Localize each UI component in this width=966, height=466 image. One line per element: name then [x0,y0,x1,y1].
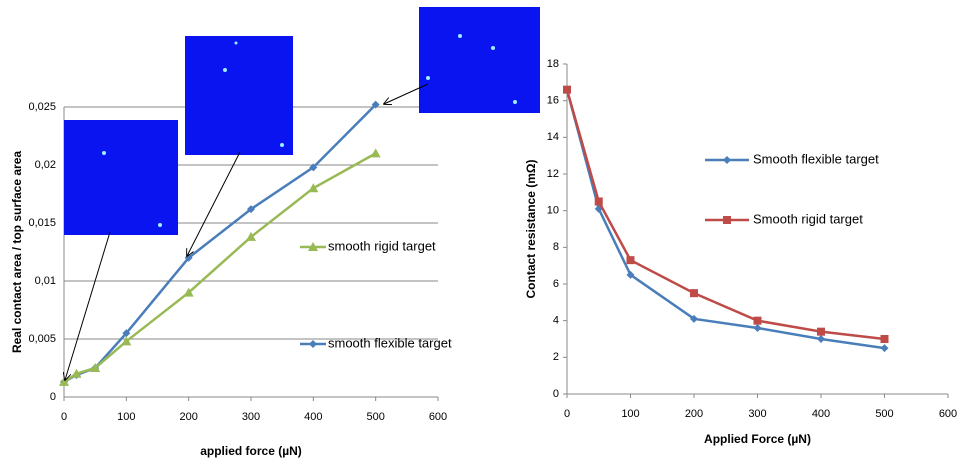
spot [458,34,462,38]
marker [723,156,731,164]
spot [280,143,284,147]
x-tick-label: 500 [366,411,384,423]
y-tick-label: 12 [547,168,559,180]
y-tick-label: 4 [553,315,559,327]
y-tick-label: 6 [553,278,559,290]
x-tick-label: 200 [179,411,197,423]
y-tick-label: 0 [553,388,559,400]
spot [102,151,106,155]
y-tick-label: 8 [553,241,559,253]
y-axis-label: Contact resistance (mΩ) [524,160,538,299]
marker [183,287,194,297]
marker [90,363,101,372]
arrow [384,83,429,104]
chart: 0 2 4 6 8 10 12 14 16 18 0 100 200 300 400 500 600 Applie… [524,58,957,446]
x-tick-label: 100 [621,408,639,420]
marker [309,340,317,348]
marker [594,197,603,206]
series-line [63,152,377,383]
marker [563,85,571,94]
inset-image [419,7,540,113]
y-tick-label: 0,02 [35,159,56,171]
legend-label: smooth flexible target [328,335,452,350]
x-axis-label: Applied Force (µN) [704,432,811,446]
y-axis-label: Real contact area / top surface area [10,151,24,353]
x-tick-label: 0 [564,408,570,420]
marker [121,336,132,346]
x-tick-label: 300 [748,408,766,420]
x-tick-label: 400 [304,411,322,423]
arrow [65,231,111,380]
marker [880,344,889,353]
x-tick-label: 0 [61,411,67,423]
inset-image [64,120,178,235]
arrows [65,83,429,380]
marker [690,314,698,323]
x-tick-label: 300 [242,411,260,423]
marker [71,368,82,378]
y-tick-label: 0,015 [28,217,56,229]
marker [308,242,318,251]
x-tick-label: 500 [875,408,893,420]
y-tick-label: 0 [50,391,56,403]
y-tick-label: 10 [547,205,559,217]
marker [817,327,825,336]
marker [309,163,318,172]
marker [626,270,635,279]
marker [880,335,889,343]
marker [247,205,255,214]
y-tick-label: 2 [553,351,559,363]
spot [158,223,162,227]
marker [122,329,131,338]
x-tick-label: 600 [429,411,447,423]
spot [491,46,495,50]
marker [308,183,319,193]
y-tick-label: 14 [547,131,559,143]
x-tick-label: 600 [939,408,957,420]
marker [246,231,256,241]
y-tick-label: 0,025 [28,101,56,113]
legend-label: smooth rigid target [328,238,436,253]
marker [723,216,731,224]
x-tick-label: 400 [812,408,830,420]
y-tick-label: 18 [547,58,559,70]
marker [626,256,635,265]
marker [753,324,762,332]
legend-label: Smooth rigid target [753,211,863,226]
y-tick-label: 0,005 [28,333,56,345]
arrow [187,151,241,256]
spot [223,68,227,72]
spot [234,41,238,45]
x-axis-label: applied force (µN) [200,444,302,458]
x-tick-label: 100 [117,411,135,423]
inset-images [64,7,540,235]
marker [371,100,380,109]
marker [370,148,381,158]
legend-label: Smooth flexible target [753,151,879,166]
spot [513,100,517,104]
marker [690,289,698,298]
marker [753,316,762,325]
y-tick-label: 16 [547,95,559,107]
spot [426,76,430,80]
marker [817,335,825,343]
y-tick-label: 0,01 [35,275,56,287]
inset-image [185,36,293,155]
x-tick-label: 200 [685,408,703,420]
